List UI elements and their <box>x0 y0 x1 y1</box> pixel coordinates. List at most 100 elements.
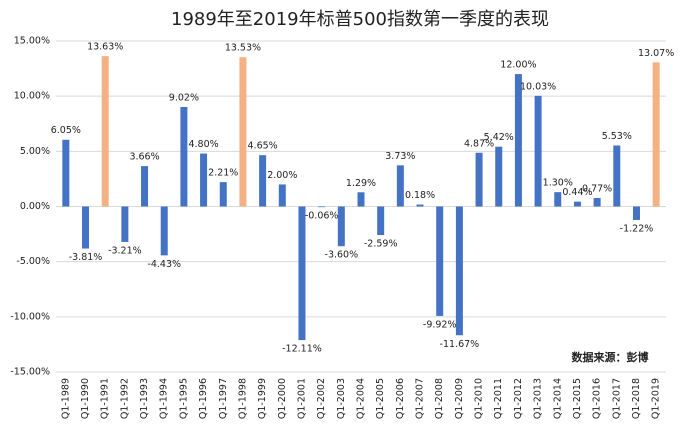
bar <box>141 166 149 207</box>
x-tick-label: Q1-2006 <box>395 378 406 419</box>
x-tick-label: Q1-1992 <box>119 378 130 419</box>
value-label: 5.53% <box>602 131 632 142</box>
bar <box>514 74 522 207</box>
bar <box>554 192 562 207</box>
bar <box>613 145 621 207</box>
x-tick-label: Q1-2004 <box>356 378 367 419</box>
x-tick-label: Q1-2010 <box>474 378 485 419</box>
value-label: -9.92% <box>423 319 457 330</box>
y-tick-label: 5.00% <box>20 146 50 157</box>
value-label: 0.18% <box>405 190 435 201</box>
value-label: -0.06% <box>305 211 339 222</box>
x-tick-label: Q1-2003 <box>336 378 347 419</box>
x-tick-label: Q1-1993 <box>139 378 150 419</box>
x-tick-label: Q1-1995 <box>178 378 189 419</box>
value-label: 4.87% <box>464 138 494 149</box>
bar <box>593 198 601 207</box>
x-tick-label: Q1-2009 <box>454 378 465 419</box>
x-tick-label: Q1-1997 <box>218 378 229 419</box>
value-label: -1.22% <box>620 223 654 234</box>
bar <box>180 106 188 207</box>
bar <box>200 153 208 207</box>
bar <box>495 146 503 207</box>
x-tick-label: Q1-2017 <box>611 378 622 419</box>
x-tick-label: Q1-2019 <box>651 378 662 419</box>
bar <box>652 62 660 207</box>
value-label: -12.11% <box>282 344 322 355</box>
bar <box>455 206 463 336</box>
bar <box>396 165 404 207</box>
bar <box>357 192 365 207</box>
value-label: -3.21% <box>108 245 142 256</box>
value-label: -3.60% <box>325 250 359 261</box>
x-tick-label: Q1-2007 <box>415 378 426 419</box>
bar <box>259 155 267 207</box>
value-label: 2.21% <box>208 168 238 179</box>
x-tick-label: Q1-2012 <box>513 378 524 419</box>
y-tick-label: -5.00% <box>16 256 50 267</box>
value-label: 12.00% <box>500 60 536 71</box>
bar <box>160 206 168 256</box>
value-label: 3.73% <box>385 151 415 162</box>
value-label: 0.77% <box>582 184 612 195</box>
bar <box>377 206 385 236</box>
value-label: 0.44% <box>562 187 592 198</box>
value-label: -3.81% <box>69 252 103 263</box>
x-tick-label: Q1-2013 <box>533 378 544 419</box>
bar <box>82 206 90 249</box>
x-tick-label: Q1-2008 <box>434 378 445 419</box>
bar <box>416 204 424 207</box>
bar <box>436 206 444 316</box>
value-label: 2.00% <box>267 170 297 181</box>
x-tick-label: Q1-2018 <box>631 378 642 419</box>
y-tick-label: -10.00% <box>10 311 50 322</box>
bar <box>101 56 109 207</box>
value-label: 13.53% <box>225 43 261 54</box>
bar <box>62 139 70 207</box>
bar <box>298 206 306 341</box>
bar <box>219 182 227 207</box>
bar <box>239 57 247 207</box>
value-label: 1.29% <box>346 178 376 189</box>
bar <box>278 184 286 207</box>
value-label: -11.67% <box>440 339 480 350</box>
x-tick-label: Q1-2015 <box>572 378 583 419</box>
bar <box>632 206 640 220</box>
value-label: -4.43% <box>147 259 181 270</box>
x-tick-label: Q1-2001 <box>296 378 307 419</box>
bar <box>534 95 542 207</box>
x-tick-label: Q1-2002 <box>316 378 327 419</box>
chart-title: 1989年至2019年标普500指数第一季度的表现 <box>171 9 549 30</box>
x-tick-label: Q1-1999 <box>257 378 268 419</box>
y-tick-label: 0.00% <box>20 201 50 212</box>
value-label: 3.66% <box>129 152 159 163</box>
value-label: 9.02% <box>169 92 199 103</box>
x-tick-label: Q1-1998 <box>237 378 248 419</box>
value-label: 13.63% <box>87 42 123 53</box>
value-label: 5.42% <box>484 132 514 143</box>
x-tick-label: Q1-2016 <box>592 378 603 419</box>
x-tick-label: Q1-1996 <box>198 378 209 419</box>
value-label: 4.65% <box>248 141 278 152</box>
bar <box>573 201 581 207</box>
value-label: 6.05% <box>51 125 81 136</box>
bar <box>475 152 483 207</box>
x-tick-label: Q1-1989 <box>60 378 71 419</box>
value-label: 1.30% <box>543 178 573 189</box>
x-tick-label: Q1-1990 <box>80 378 91 419</box>
x-tick-label: Q1-2014 <box>552 378 563 419</box>
bar <box>337 206 345 247</box>
y-tick-label: -15.00% <box>10 367 50 378</box>
x-tick-label: Q1-2005 <box>375 378 386 419</box>
x-tick-label: Q1-2011 <box>493 378 504 419</box>
x-tick-label: Q1-1991 <box>100 378 111 419</box>
value-label: -2.59% <box>364 239 398 250</box>
x-tick-label: Q1-1994 <box>159 378 170 419</box>
value-label: 13.07% <box>638 48 674 59</box>
x-tick-label: Q1-2000 <box>277 378 288 419</box>
value-label: 10.03% <box>520 81 556 92</box>
y-tick-label: 15.00% <box>14 36 50 47</box>
value-label: 4.80% <box>188 139 218 150</box>
y-tick-label: 10.00% <box>14 91 50 102</box>
